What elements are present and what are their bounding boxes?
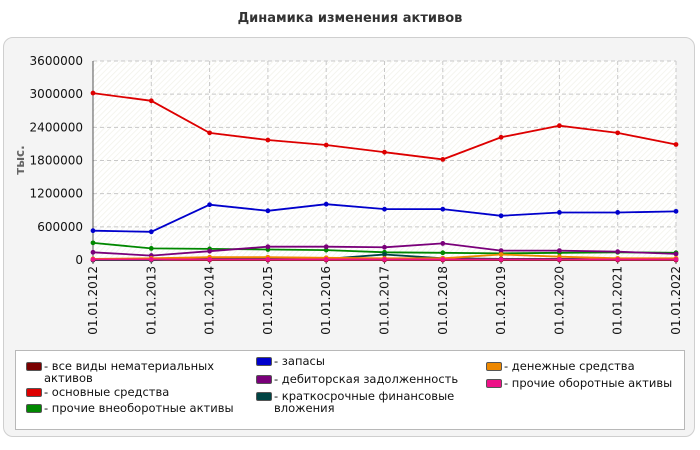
series-point-5 — [382, 252, 387, 257]
series-point-4 — [323, 244, 329, 250]
y-tick-label: 3000000 — [30, 87, 83, 101]
series-point-4 — [90, 249, 96, 255]
legend-label: - дебиторская задолженность — [274, 372, 459, 386]
legend-swatch — [26, 404, 42, 413]
series-point-4 — [382, 244, 387, 250]
legend-item: - все виды нематериальных активов — [26, 360, 246, 384]
series-point-7 — [673, 257, 679, 262]
series-point-1 — [615, 130, 621, 136]
series-point-1 — [673, 142, 679, 147]
x-tick-label: 01.01.2022 — [669, 266, 683, 335]
series-point-7 — [557, 257, 562, 262]
series-point-4 — [673, 251, 679, 257]
series-point-4 — [498, 248, 504, 254]
series-point-3 — [673, 208, 679, 214]
y-tick-label: 0 — [75, 253, 83, 267]
series-point-7 — [207, 257, 213, 262]
series-point-3 — [440, 206, 446, 212]
legend-label: - денежные средства — [504, 359, 635, 373]
legend-swatch — [486, 362, 502, 371]
series-point-4 — [440, 241, 446, 246]
series-point-3 — [615, 210, 621, 215]
series-point-3 — [382, 206, 387, 212]
x-tick-label: 01.01.2015 — [261, 266, 275, 335]
legend-item: - краткосрочные финансовые вложения — [256, 390, 476, 414]
x-tick-label: 01.01.2016 — [319, 266, 333, 335]
series-point-4 — [265, 244, 271, 250]
series-point-4 — [207, 248, 213, 254]
series-point-7 — [265, 257, 271, 262]
legend-swatch — [26, 388, 42, 397]
series-point-3 — [148, 229, 154, 235]
series-point-2 — [90, 240, 96, 246]
series-point-6 — [498, 252, 504, 257]
series-point-2 — [323, 247, 329, 253]
x-tick-label: 01.01.2019 — [494, 266, 508, 335]
series-point-3 — [90, 228, 96, 234]
x-tick-label: 01.01.2020 — [552, 266, 566, 335]
x-tick-label: 01.01.2013 — [144, 266, 158, 335]
series-point-3 — [557, 210, 562, 215]
series-point-7 — [615, 257, 621, 262]
legend-label: - прочие оборотные активы — [504, 376, 673, 390]
legend-swatch — [486, 379, 502, 388]
series-point-3 — [498, 213, 504, 219]
series-point-1 — [148, 98, 154, 104]
legend-item: - запасы — [256, 355, 476, 367]
y-tick-label: 1200000 — [30, 187, 83, 201]
x-tick-label: 01.01.2012 — [86, 266, 100, 335]
legend-item: - дебиторская задолженность — [256, 373, 481, 385]
legend-swatch — [256, 375, 272, 384]
series-point-7 — [148, 257, 154, 262]
legend-swatch — [256, 392, 272, 401]
y-tick-label: 2400000 — [30, 120, 83, 134]
series-point-1 — [557, 123, 562, 129]
legend-label: - прочие внеоборотные активы — [44, 401, 234, 415]
series-point-3 — [323, 201, 329, 207]
series-point-2 — [440, 250, 446, 256]
series-point-1 — [90, 90, 96, 96]
series-point-4 — [557, 248, 562, 254]
legend-label: - все виды нематериальных активов — [44, 359, 215, 385]
y-axis-label: тыс. — [13, 145, 27, 174]
series-point-1 — [323, 142, 329, 148]
series-point-4 — [615, 249, 621, 255]
series-point-7 — [498, 257, 504, 262]
x-tick-label: 01.01.2017 — [378, 266, 392, 335]
legend-label: - краткосрочные финансовые вложения — [274, 389, 455, 415]
series-point-7 — [90, 257, 96, 262]
series-point-7 — [323, 257, 329, 262]
series-point-1 — [440, 156, 446, 162]
x-tick-label: 01.01.2018 — [436, 266, 450, 335]
chart-title: Динамика изменения активов — [237, 11, 463, 26]
legend-item: - основные средства — [26, 386, 246, 398]
series-point-1 — [265, 137, 271, 143]
legend-item: - прочие внеоборотные активы — [26, 402, 256, 414]
chart-legend: - все виды нематериальных активов - основ… — [15, 350, 685, 430]
series-point-1 — [207, 130, 213, 136]
series-point-3 — [207, 202, 213, 208]
legend-swatch — [26, 362, 42, 371]
series-point-1 — [498, 134, 504, 140]
legend-item: - денежные средства — [486, 360, 676, 372]
y-tick-label: 1800000 — [30, 154, 83, 168]
legend-label: - основные средства — [44, 385, 170, 399]
series-point-7 — [440, 257, 446, 262]
series-point-1 — [382, 149, 387, 155]
y-tick-label: 3600000 — [30, 54, 83, 68]
series-point-2 — [148, 245, 154, 251]
y-tick-label: 600000 — [37, 220, 83, 234]
legend-item: - прочие оборотные активы — [486, 377, 676, 389]
x-tick-label: 01.01.2014 — [203, 266, 217, 335]
legend-swatch — [256, 357, 272, 366]
x-tick-label: 01.01.2021 — [611, 266, 625, 335]
series-point-7 — [382, 257, 387, 262]
series-point-3 — [265, 208, 271, 214]
legend-label: - запасы — [274, 354, 325, 368]
